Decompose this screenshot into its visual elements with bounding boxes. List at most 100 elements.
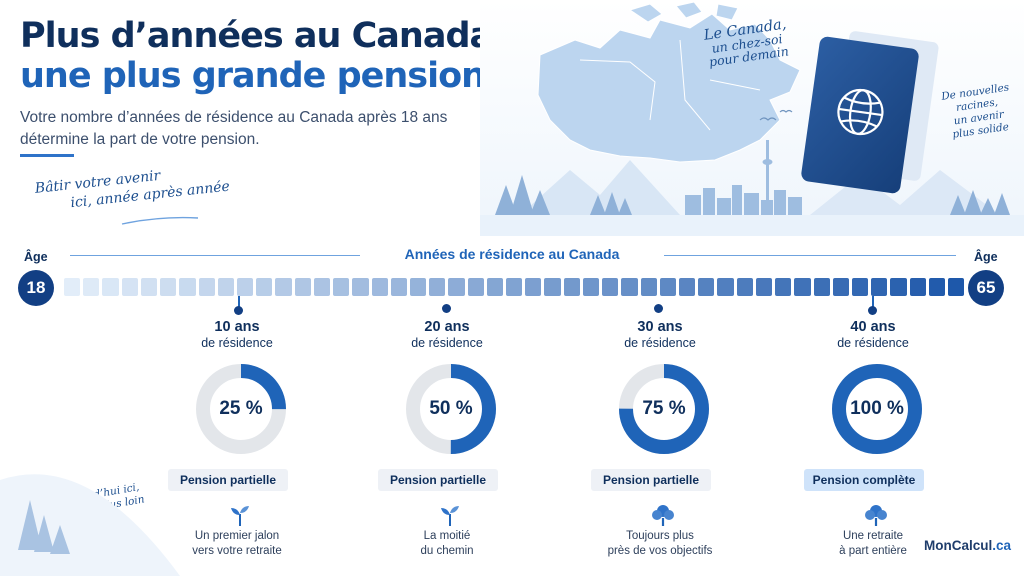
milestone-subtitle: de résidence: [624, 336, 696, 350]
pine-trees: [495, 175, 1010, 215]
start-age-badge: 18: [18, 270, 54, 306]
year-segment: [160, 278, 177, 296]
timeline-label-arrow-right: [664, 255, 956, 256]
pension-status-badge: Pension partielle: [168, 469, 288, 491]
canada-map: [537, 1, 801, 163]
milestone-description: Toujours plus près de vos objectifs: [575, 529, 745, 559]
year-segment: [851, 278, 869, 296]
year-segment: [736, 278, 753, 296]
pension-status-badge: Pension complète: [804, 469, 924, 491]
year-segment: [313, 278, 331, 296]
milestone-card: 40 ans de résidence 100 % Pension complète U…: [788, 319, 958, 557]
subtitle-underline: [20, 154, 74, 157]
end-age-badge: 65: [968, 270, 1004, 306]
year-segment: [948, 278, 965, 296]
year-segment: [179, 278, 196, 296]
progress-ring: 50 %: [403, 361, 499, 457]
year-segment: [813, 278, 830, 296]
milestone-description-line2: du chemin: [420, 545, 474, 557]
year-segment: [602, 278, 619, 296]
milestone-subtitle: de résidence: [201, 336, 273, 350]
sprout-icon: [231, 506, 249, 526]
year-segment: [333, 278, 350, 296]
script-note-left: Bâtir votre avenir ici, année après anné…: [34, 160, 231, 216]
progress-ring: 75 %: [616, 361, 712, 457]
year-segment: [294, 278, 311, 296]
year-segment: [871, 278, 888, 296]
year-segment: [717, 278, 734, 296]
sprout-icon: [441, 506, 459, 526]
ring-percent-label: 50 %: [429, 398, 473, 419]
year-segment: [794, 278, 811, 296]
milestone-card: 30 ans de résidence 75 % Pension partielle T…: [575, 319, 745, 557]
year-segment: [582, 278, 600, 296]
year-segment: [563, 278, 580, 296]
pension-status-badge: Pension partielle: [378, 469, 498, 491]
milestone-description: La moitié du chemin: [362, 529, 532, 559]
year-segment: [544, 278, 561, 296]
pension-status-badge: Pension partielle: [591, 469, 711, 491]
year-segment: [890, 278, 907, 296]
year-segment: [352, 278, 369, 296]
ring-progress-arc: [196, 364, 286, 454]
year-segment: [256, 278, 273, 296]
milestone-marker-10: [238, 296, 240, 310]
timeline-label: Années de résidence au Canada: [404, 246, 620, 262]
title-line-2: une plus grande pension: [20, 56, 486, 96]
brand-name: MonCalcul: [924, 538, 993, 553]
milestone-dot-20: [442, 304, 451, 313]
year-segment: [486, 278, 504, 296]
year-segment: [198, 278, 215, 296]
brand-logo: MonCalcul.ca: [924, 538, 1011, 553]
corner-landscape-decoration: [0, 474, 180, 576]
milestone-years: 30 ans: [637, 319, 683, 335]
milestone-subtitle: de résidence: [411, 336, 483, 350]
swoosh-decoration: [121, 216, 199, 225]
year-segment: [698, 278, 715, 296]
ring-progress-arc: [619, 364, 709, 454]
year-segment: [64, 278, 81, 296]
year-segment: [448, 278, 465, 296]
milestone-description: Une retraite à part entière: [788, 529, 958, 559]
year-segment: [679, 278, 696, 296]
ring-progress-arc: [406, 364, 496, 454]
mountains: [520, 160, 680, 215]
milestone-description-line2: vers votre retraite: [192, 545, 282, 557]
tree-icon: [865, 505, 887, 526]
milestone-dot-40: [868, 306, 877, 315]
milestone-description: Un premier jalon vers votre retraite: [152, 529, 322, 559]
year-segment: [236, 278, 254, 296]
passport-icon: [801, 31, 939, 194]
milestone-card: 10 ans de résidence 25 % Pension partielle U…: [152, 319, 322, 557]
milestone-dot-30: [654, 304, 663, 313]
milestone-dot-10: [234, 306, 243, 315]
milestone-description-line1: La moitié: [423, 530, 471, 542]
ring-percent-label: 75 %: [642, 398, 686, 419]
year-segment: [102, 278, 119, 296]
year-segment: [775, 278, 792, 296]
subtitle: Votre nombre d’années de résidence au Ca…: [20, 109, 448, 148]
brand-tld: .ca: [992, 538, 1012, 553]
milestone-years: 10 ans: [214, 319, 260, 335]
year-segment: [275, 278, 292, 296]
milestone-description-line1: Un premier jalon: [194, 530, 280, 542]
year-segment: [525, 278, 542, 296]
script-note-right: De nouvelles racines, un avenir plus sol…: [935, 81, 1021, 144]
ring-progress-arc: [832, 364, 922, 454]
year-segment: [832, 278, 849, 296]
ring-percent-label: 100 %: [850, 398, 904, 419]
canada-hero-illustration: [480, 0, 1024, 236]
year-segment: [755, 278, 773, 296]
title-line-1: Plus d’années au Canada,: [20, 16, 505, 56]
year-segment: [506, 278, 523, 296]
year-segment: [83, 278, 100, 296]
milestone-description-line1: Une retraite: [842, 530, 904, 542]
year-segment: [659, 278, 676, 296]
milestone-description-line2: près de vos objectifs: [607, 545, 713, 557]
start-age-label: Âge: [24, 250, 48, 264]
year-segment: [928, 278, 946, 296]
milestone-card: 20 ans de résidence 50 % Pension partielle L…: [362, 319, 532, 557]
end-age-label: Âge: [974, 250, 998, 264]
year-segment: [467, 278, 484, 296]
progress-ring: 25 %: [193, 361, 289, 457]
